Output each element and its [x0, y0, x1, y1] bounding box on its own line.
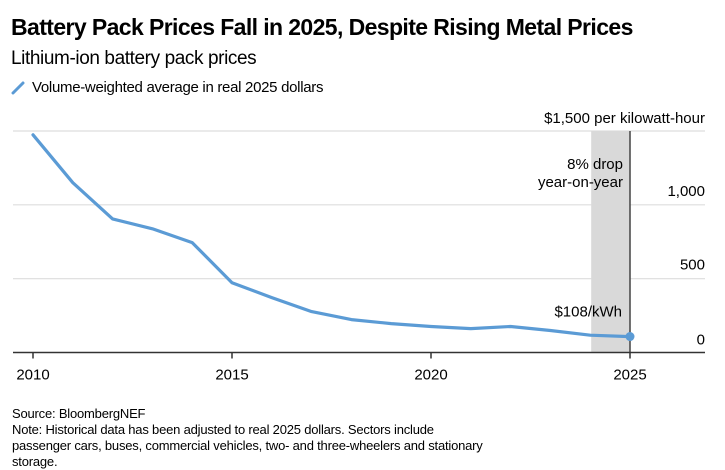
- y-tick-label-0: 0: [697, 332, 705, 349]
- annotation-drop-line2: year-on-year: [538, 174, 623, 191]
- x-tick-label-2025: 2025: [613, 367, 646, 384]
- x-tick-label-2010: 2010: [16, 367, 49, 384]
- annotation-drop-line1: 8% drop: [567, 156, 623, 173]
- legend: Volume-weighted average in real 2025 dol…: [11, 79, 323, 96]
- x-tick-label-2015: 2015: [215, 367, 248, 384]
- x-tick-label-2020: 2020: [414, 367, 447, 384]
- y-tick-label-500: 500: [680, 257, 705, 274]
- y-tick-labels: 0 500 1,000 $1,500 per kilowatt-hour: [544, 110, 705, 349]
- y-tick-label-1000: 1,000: [667, 183, 705, 200]
- shaded-region-2024-2025: [591, 131, 630, 353]
- annotation-final-price: $108/kWh: [554, 304, 622, 321]
- gridlines: [13, 130, 705, 280]
- legend-line-icon: [11, 81, 25, 94]
- data-point-2025: [625, 332, 635, 342]
- source-text: Source: BloombergNEF: [12, 406, 146, 421]
- data-points: [625, 332, 635, 342]
- y-tick-label-1500: $1,500 per kilowatt-hour: [544, 110, 705, 127]
- legend-label: Volume-weighted average in real 2025 dol…: [32, 79, 324, 96]
- footer: Source: BloombergNEF Note: Historical da…: [12, 406, 492, 470]
- note-text: Note: Historical data has been adjusted …: [12, 422, 483, 469]
- x-ticks: 2010 2015 2020 2025: [16, 352, 647, 384]
- series-line: [31, 133, 632, 339]
- chart-title: Battery Pack Prices Fall in 2025, Despit…: [11, 14, 633, 40]
- chart-subtitle: Lithium-ion battery pack prices: [11, 48, 257, 69]
